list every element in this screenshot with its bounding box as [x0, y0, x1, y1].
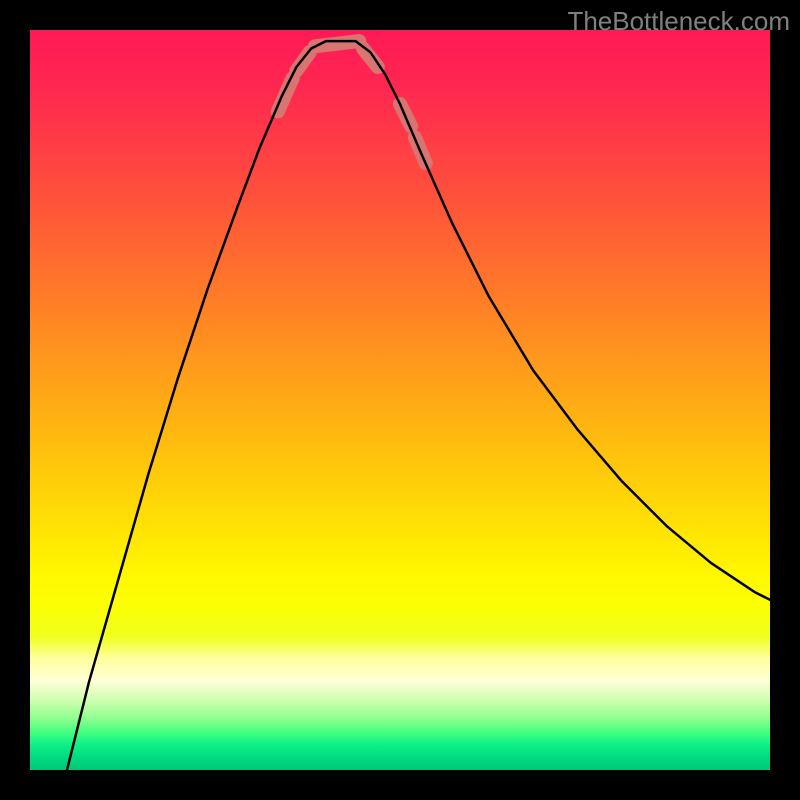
chart-svg [30, 30, 770, 770]
watermark-text: TheBottleneck.com [567, 6, 790, 37]
chart-container: TheBottleneck.com [0, 0, 800, 800]
plot-area [30, 30, 770, 770]
gradient-background [30, 30, 770, 770]
